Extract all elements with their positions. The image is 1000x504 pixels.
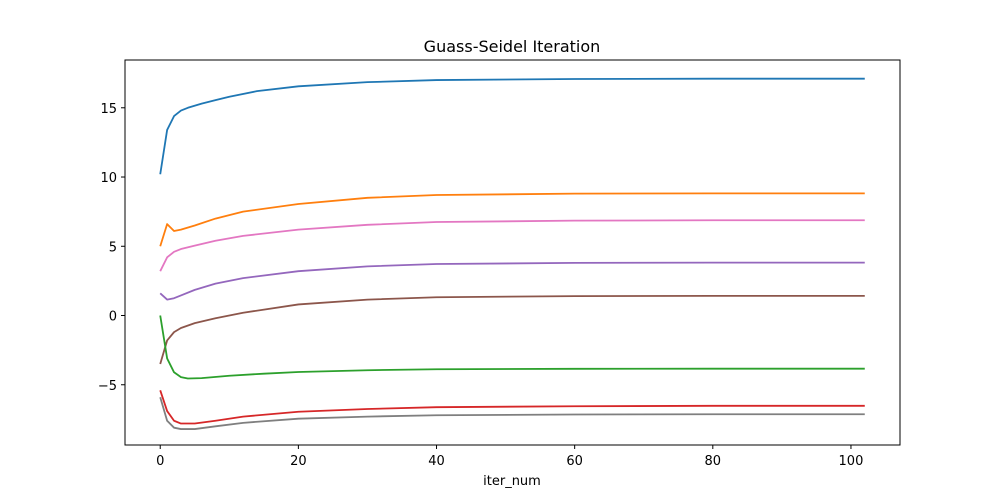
x-tick-label: 80	[705, 454, 722, 469]
chart-title: Guass-Seidel Iteration	[424, 37, 601, 56]
x-axis-label: iter_num	[483, 474, 541, 489]
y-tick-label: 15	[100, 102, 117, 117]
y-tick-label: 0	[109, 310, 117, 325]
y-tick-label: 10	[100, 171, 117, 186]
x-axis-ticks: 0 20 40 60 80 100	[156, 445, 863, 469]
series-line-1	[159, 77, 865, 175]
series-line-3	[159, 219, 865, 272]
series-line-4	[159, 261, 865, 301]
x-tick-label: 20	[290, 454, 307, 469]
series-line-2	[159, 192, 865, 247]
series-line-5	[159, 294, 865, 365]
y-axis-ticks: −5 0 5 10 15	[98, 102, 125, 394]
x-tick-label: 40	[428, 454, 445, 469]
series-layer	[159, 77, 865, 430]
series-line-7	[159, 390, 865, 425]
series-line-6	[159, 315, 865, 380]
plot-frame	[124, 59, 901, 446]
x-tick-label: 100	[839, 454, 864, 469]
x-tick-label: 0	[156, 454, 164, 469]
y-tick-label: 5	[109, 240, 117, 255]
x-tick-label: 60	[566, 454, 583, 469]
y-tick-label: −5	[98, 379, 117, 394]
series-line-8	[159, 396, 865, 430]
